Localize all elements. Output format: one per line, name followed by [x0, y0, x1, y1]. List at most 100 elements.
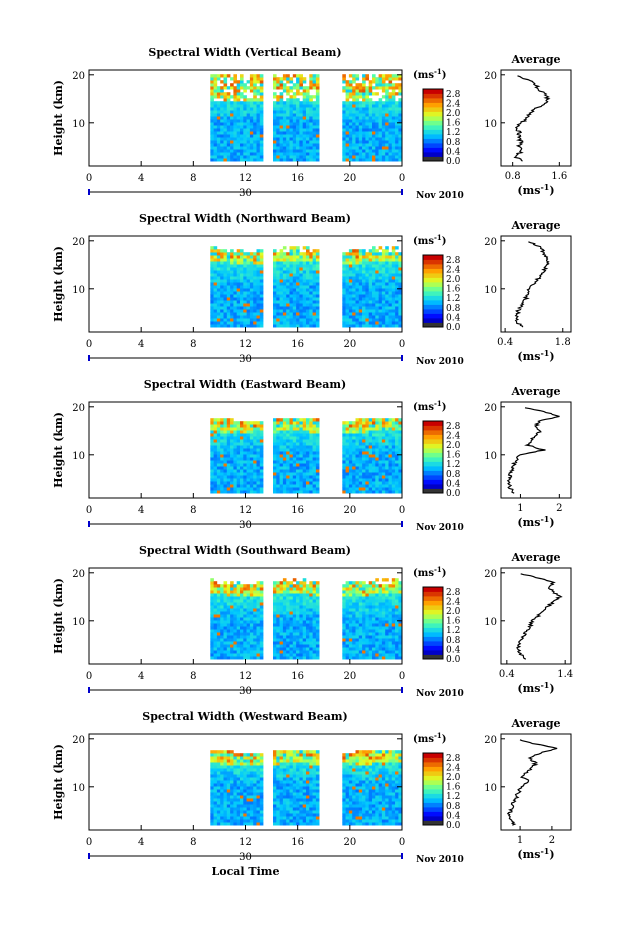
heatmap-cell — [381, 83, 386, 87]
heatmap-cell — [259, 644, 264, 648]
heatmap-cell — [395, 418, 399, 422]
heatmap-cell — [302, 605, 307, 609]
heatmap-cell — [236, 104, 241, 108]
heatmap-cell — [296, 80, 300, 84]
heatmap-cell — [385, 469, 389, 473]
heatmap-cell — [378, 656, 383, 660]
heatmap-cell — [240, 490, 244, 494]
heatmap-cell — [381, 472, 386, 476]
heatmap-cell — [391, 104, 396, 108]
heatmap-cell — [243, 134, 247, 138]
heatmap-cell — [398, 125, 402, 129]
heatmap-cell — [306, 430, 310, 434]
heatmap-cell — [216, 276, 221, 280]
heatmap-cell — [315, 430, 320, 434]
heatmap-cell — [362, 593, 366, 597]
heatmap-cell — [381, 433, 386, 437]
heatmap-cell — [372, 324, 376, 328]
heatmap-cell — [210, 584, 214, 588]
heatmap-cell — [230, 490, 234, 494]
heatmap-cell — [355, 122, 360, 126]
heatmap-cell — [309, 273, 313, 277]
heatmap-cell — [309, 635, 313, 639]
heatmap-cell — [398, 110, 402, 114]
heatmap-cell — [395, 463, 399, 467]
heatmap-cell — [259, 98, 264, 102]
heatmap-cell — [259, 86, 264, 90]
heatmap-cell — [378, 119, 383, 123]
heatmap-cell — [220, 647, 224, 651]
heatmap-cell — [282, 288, 287, 292]
heatmap-cell — [279, 137, 284, 141]
heatmap-cell — [256, 608, 261, 612]
heatmap-cell — [256, 620, 261, 624]
heatmap-cell — [312, 152, 317, 156]
heatmap-cell — [375, 484, 379, 488]
heatmap-cell — [342, 101, 346, 105]
colorbar-tick-label: 0.8 — [446, 138, 461, 148]
heatmap-cell — [362, 92, 366, 96]
heatmap-cell — [210, 454, 214, 458]
heatmap-cell — [286, 424, 290, 428]
heatmap-cell — [273, 466, 277, 470]
heatmap-cell — [355, 469, 360, 473]
heatmap-cell — [236, 315, 241, 319]
heatmap-cell — [312, 469, 317, 473]
heatmap-cell — [296, 89, 300, 93]
heatmap-cell — [352, 442, 356, 446]
heatmap-cell — [279, 445, 284, 449]
heatmap-cell — [253, 137, 257, 141]
heatmap-cell — [240, 128, 244, 132]
heatmap-cell — [240, 433, 244, 437]
heatmap-cell — [368, 321, 373, 325]
heatmap-cell — [365, 484, 369, 488]
heatmap-cell — [259, 288, 264, 292]
heatmap-cell — [378, 427, 383, 431]
heatmap-cell — [398, 478, 402, 482]
heatmap-cell — [362, 442, 366, 446]
heatmap-cell — [216, 596, 221, 600]
heatmap-cell — [216, 430, 221, 434]
heatmap-cell — [348, 282, 353, 286]
heatmap-cell — [372, 478, 376, 482]
heatmap-cell — [289, 303, 294, 307]
heatmap-cell — [226, 629, 231, 633]
heatmap-cell — [256, 122, 261, 126]
heatmap-cell — [253, 300, 257, 304]
heatmap-cell — [299, 626, 303, 630]
heatmap-cell — [342, 611, 346, 615]
heatmap-cell — [362, 454, 366, 458]
heatmap-cell — [342, 454, 346, 458]
heatmap-cell — [216, 656, 221, 660]
heatmap-cell — [216, 321, 221, 325]
heatmap-cell — [388, 270, 393, 274]
heatmap-cell — [216, 119, 221, 123]
heatmap-cell — [240, 590, 244, 594]
heatmap-cell — [309, 270, 313, 274]
heatmap-cell — [312, 107, 317, 111]
heatmap-cell — [246, 656, 251, 660]
heatmap-cell — [299, 122, 303, 126]
heatmap-cell — [256, 143, 261, 147]
heatmap-cell — [381, 475, 386, 479]
heatmap-cell — [358, 116, 363, 120]
colorbar-unit-base: (ms — [413, 402, 434, 413]
colorbar-segment — [423, 443, 443, 449]
colorbar-segment — [423, 479, 443, 485]
heatmap-cell — [230, 442, 234, 446]
heatmap-cell — [368, 276, 373, 280]
heatmap-cell — [312, 626, 317, 630]
heatmap-cell — [306, 617, 310, 621]
heatmap-cell — [388, 306, 393, 310]
heatmap-cell — [230, 113, 234, 117]
heatmap-cell — [213, 448, 218, 452]
heatmap-cell — [282, 297, 287, 301]
heatmap-cell — [243, 149, 247, 153]
heatmap-cell — [240, 436, 244, 440]
heatmap-cell — [273, 620, 277, 624]
heatmap-cell — [309, 104, 313, 108]
heatmap-cell — [299, 276, 303, 280]
heatmap-cell — [210, 116, 214, 120]
heatmap-cell — [276, 620, 280, 624]
heatmap-cell — [358, 282, 363, 286]
